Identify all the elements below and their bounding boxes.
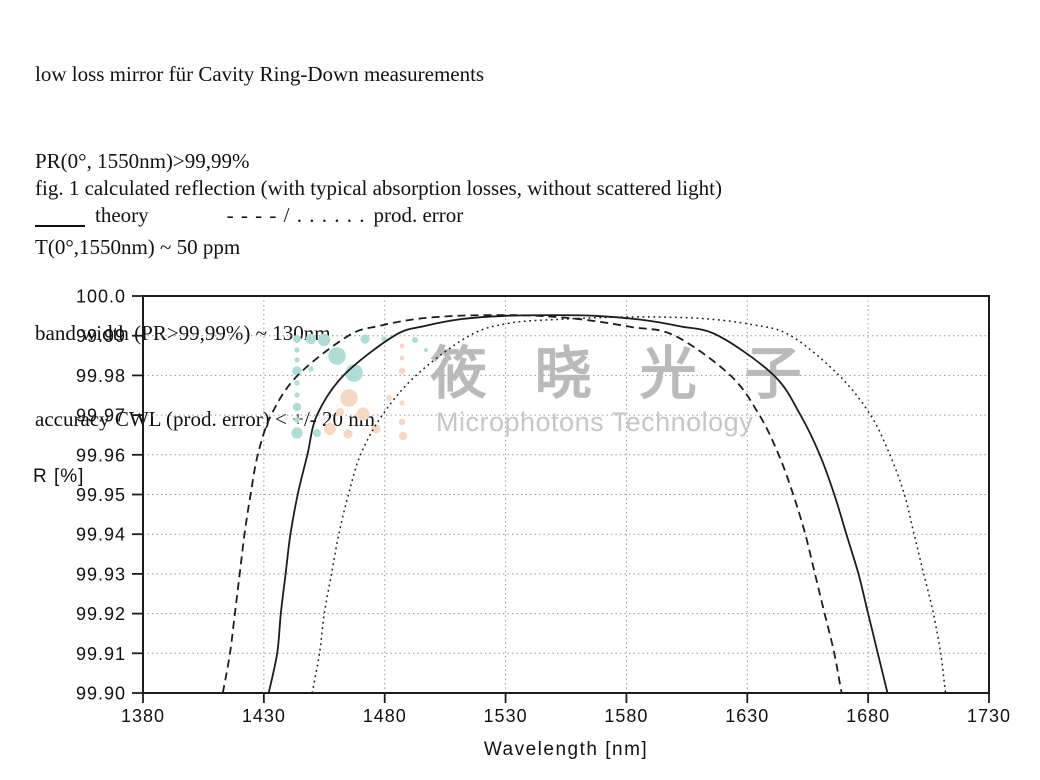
spec-line-4: band width (PR>99,99%) ~ 130nm <box>35 320 331 345</box>
prod-error-line-sample: - - - - / . . . . . . <box>226 203 366 227</box>
y-tick-label: 99.94 <box>76 525 126 545</box>
x-axis-label: Wavelength [nm] <box>484 739 648 760</box>
figure-legend: theory - - - - / . . . . . . prod. error <box>35 203 463 231</box>
x-tick-label: 1630 <box>725 706 769 726</box>
watermark-dot <box>336 408 344 416</box>
watermark-dot <box>317 333 331 347</box>
watermark-dot <box>398 431 408 441</box>
watermark-dot <box>340 389 358 407</box>
theory-line-sample <box>35 225 85 227</box>
watermark-dot <box>292 402 302 412</box>
watermark-dot <box>398 367 406 375</box>
curve-prod-error-minus <box>221 314 843 694</box>
x-tick-label: 1530 <box>484 706 528 726</box>
curve-theory <box>267 314 889 694</box>
watermark-dot <box>293 335 301 343</box>
watermark-cjk-text: 筱 晓 光 子 <box>430 341 816 407</box>
x-tick-label: 1730 <box>967 706 1011 726</box>
watermark-dot <box>305 333 317 345</box>
y-tick-label: 100.0 <box>76 287 126 307</box>
watermark-dot <box>313 429 321 437</box>
watermark-dot <box>294 380 300 386</box>
y-tick-label: 99.91 <box>76 644 126 664</box>
watermark-dot <box>424 348 428 352</box>
y-tick-label: 99.90 <box>76 684 126 704</box>
y-tick-label: 99.95 <box>76 485 126 505</box>
watermark-dot <box>399 355 405 361</box>
watermark-dot <box>292 366 302 376</box>
watermark-dot <box>324 423 336 435</box>
y-tick-label: 99.98 <box>76 366 126 386</box>
y-tick-label: 99.96 <box>76 445 126 465</box>
watermark-dot <box>386 395 392 401</box>
watermark-dot <box>360 334 370 344</box>
watermark-latin-text: Microphotons Technology <box>436 407 753 437</box>
watermark-dot <box>308 366 314 372</box>
watermark-dot <box>291 427 303 439</box>
watermark-dot <box>356 407 370 421</box>
watermark-dot <box>399 400 405 406</box>
x-tick-label: 1380 <box>121 706 165 726</box>
y-tick-label: 99.99 <box>76 326 126 346</box>
watermark-dot <box>371 424 381 434</box>
x-tick-label: 1480 <box>363 706 407 726</box>
reflection-chart: 筱 晓 光 子 Microphotons Technology 100.0 99.99… <box>0 270 1040 775</box>
x-tick-label: 1580 <box>604 706 648 726</box>
spec-line-1: low loss mirror für Cavity Ring-Down mea… <box>35 62 485 87</box>
y-tick-label: 99.97 <box>76 406 126 426</box>
theory-label: theory <box>95 203 149 227</box>
watermark-dot <box>399 343 405 349</box>
y-tick-label: 99.93 <box>76 564 126 584</box>
watermark-dot <box>294 347 300 353</box>
spec-line-3: T(0°,1550nm) ~ 50 ppm <box>35 234 241 259</box>
watermark-dot <box>343 429 353 439</box>
y-tick-label: 99.92 <box>76 604 126 624</box>
x-tick-label: 1430 <box>242 706 286 726</box>
watermark-dot <box>398 418 406 426</box>
watermark-dot <box>294 392 300 398</box>
x-tick-label: 1680 <box>846 706 890 726</box>
watermark-dot <box>381 336 387 342</box>
prod-error-label: prod. error <box>373 203 464 227</box>
figure-caption: fig. 1 calculated reflection (with typic… <box>35 176 722 200</box>
watermark-dot <box>294 357 300 363</box>
spec-block: low loss mirror für Cavity Ring-Down mea… <box>35 3 484 462</box>
watermark-dot <box>412 337 418 343</box>
watermark-dot <box>294 417 300 423</box>
watermark-dot <box>328 347 346 365</box>
y-axis-label: R [%] <box>33 466 84 487</box>
spec-line-2: PR(0°, 1550nm)>99,99% <box>35 148 250 173</box>
